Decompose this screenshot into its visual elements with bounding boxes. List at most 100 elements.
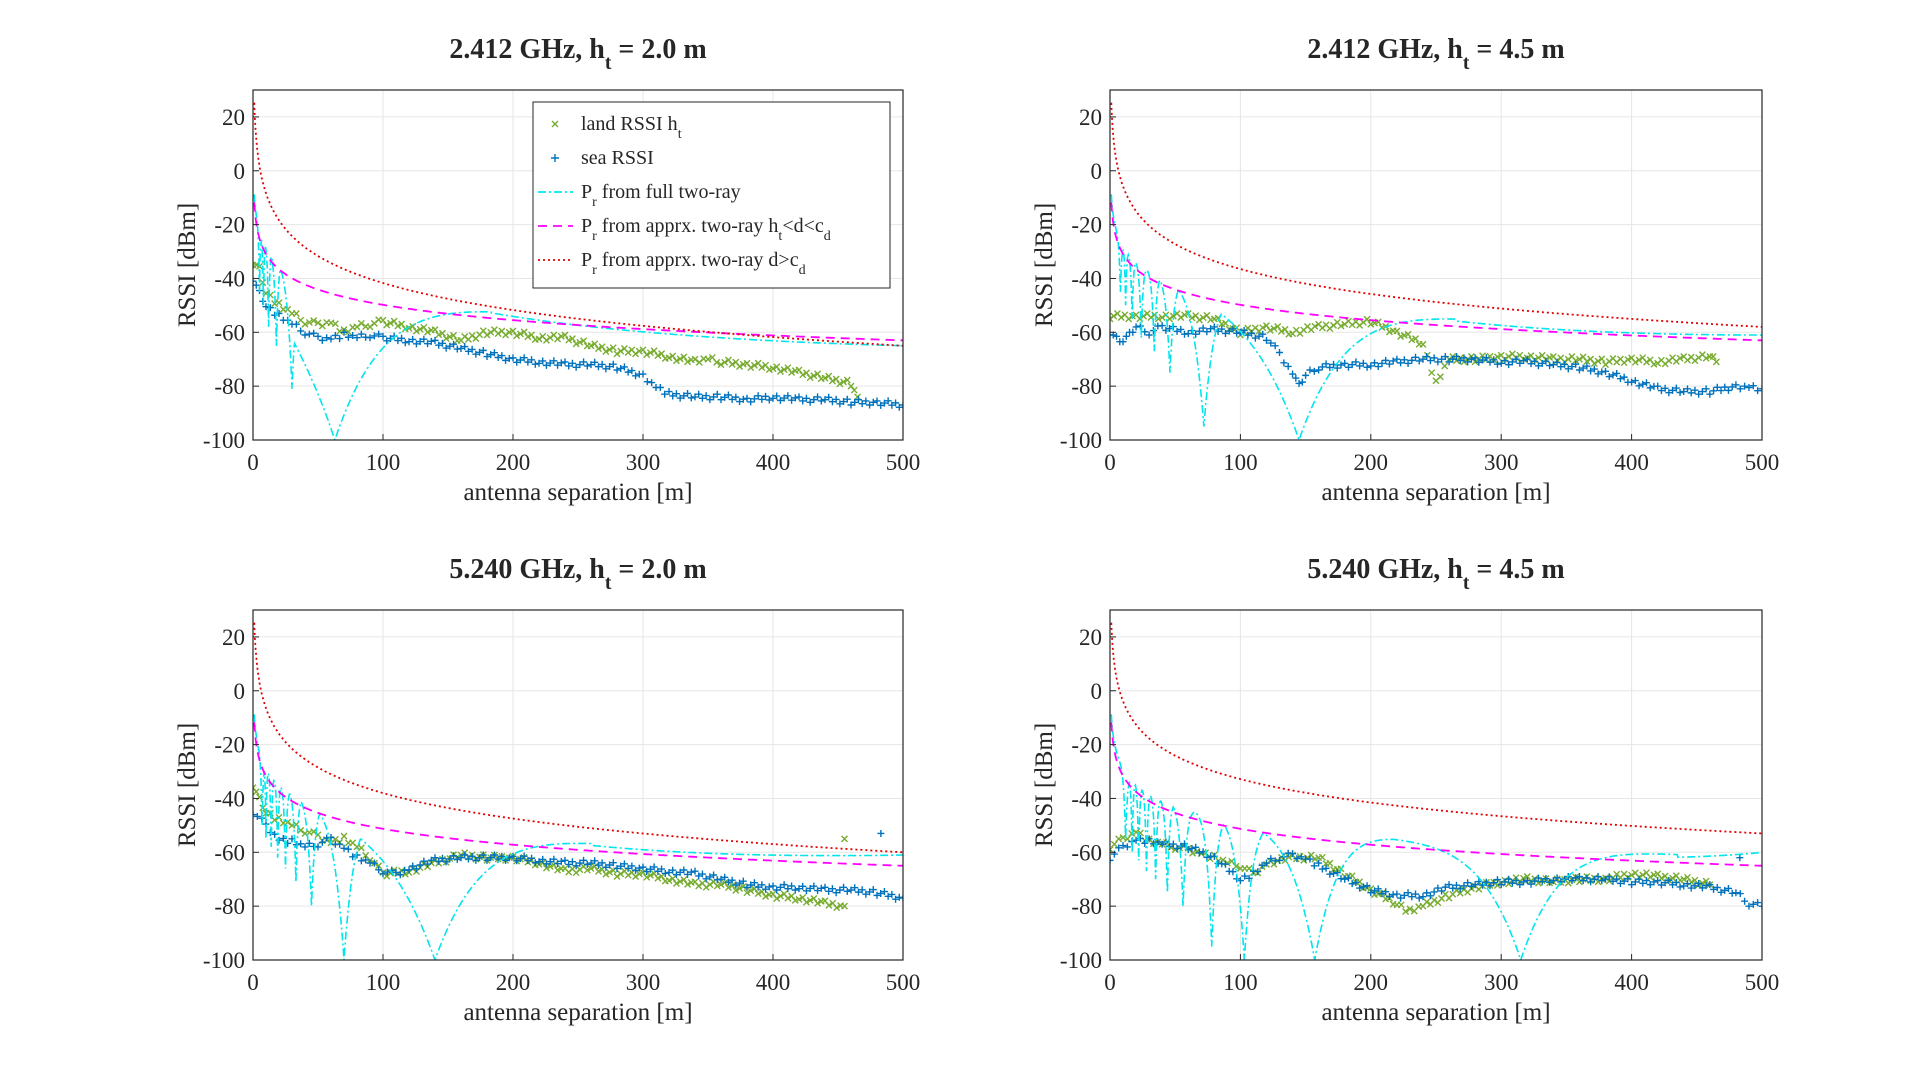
sea-point bbox=[1538, 878, 1546, 886]
sea-point bbox=[1240, 326, 1248, 334]
sea-point bbox=[1222, 329, 1229, 337]
x-tick-label: 0 bbox=[1104, 450, 1116, 475]
land-point bbox=[483, 331, 491, 339]
sea-point bbox=[1501, 878, 1509, 886]
sea-point bbox=[1493, 876, 1501, 884]
x-tick-label: 400 bbox=[1614, 450, 1649, 475]
land-point bbox=[754, 890, 762, 898]
sea-point bbox=[650, 863, 658, 871]
sea-point bbox=[1330, 869, 1338, 877]
sea-point bbox=[877, 401, 885, 409]
sea-point bbox=[349, 331, 357, 339]
sea-point bbox=[457, 854, 465, 862]
land-point bbox=[684, 880, 692, 888]
sea-point bbox=[1758, 902, 1762, 910]
land-point bbox=[658, 872, 666, 880]
x-tick-label: 400 bbox=[756, 970, 791, 995]
land-point bbox=[580, 337, 588, 345]
y-tick-label: -100 bbox=[203, 948, 245, 973]
sea-point bbox=[1542, 357, 1550, 365]
sea-point bbox=[1695, 879, 1703, 887]
sea-point bbox=[565, 362, 573, 370]
approx-two-ray-near-line bbox=[1110, 202, 1762, 342]
sea-point bbox=[702, 875, 710, 883]
sea-point bbox=[310, 329, 318, 337]
sea-point bbox=[1352, 879, 1360, 886]
sea-point bbox=[1141, 839, 1149, 847]
land-point bbox=[1356, 878, 1364, 886]
sea-point bbox=[1430, 888, 1438, 896]
sea-point bbox=[1706, 390, 1714, 398]
sea-point bbox=[1587, 367, 1595, 375]
land-point bbox=[1110, 315, 1114, 323]
sea-point bbox=[379, 870, 387, 878]
sea-point bbox=[1315, 366, 1323, 374]
land-point bbox=[1125, 315, 1133, 323]
sea-point bbox=[1497, 881, 1505, 889]
sea-point bbox=[297, 840, 305, 848]
approx-two-ray-far-line bbox=[1110, 622, 1762, 835]
land-point bbox=[591, 340, 599, 348]
sea-point bbox=[487, 351, 495, 359]
land-point bbox=[758, 364, 766, 371]
sea-point bbox=[416, 861, 424, 869]
sea-point bbox=[758, 395, 766, 403]
land-point bbox=[1337, 322, 1345, 330]
plot-content bbox=[253, 622, 903, 960]
sea-point bbox=[661, 390, 669, 398]
sea-point bbox=[464, 347, 472, 355]
sea-point bbox=[654, 867, 662, 875]
sea-point bbox=[1654, 382, 1662, 390]
sea-point bbox=[479, 851, 487, 859]
sea-point bbox=[1333, 364, 1341, 372]
sea-point bbox=[1464, 358, 1472, 366]
land-point bbox=[1423, 898, 1431, 906]
land-point bbox=[379, 316, 387, 324]
sea-point bbox=[884, 892, 892, 900]
sea-point bbox=[1631, 878, 1639, 886]
sea-point bbox=[691, 393, 699, 401]
sea-point bbox=[1426, 892, 1434, 900]
land-point bbox=[750, 361, 758, 369]
sea-point bbox=[628, 367, 636, 375]
sea-point bbox=[1602, 367, 1610, 375]
y-axis-label: RSSI [dBm] bbox=[174, 723, 201, 847]
land-point bbox=[717, 881, 725, 889]
sea-point bbox=[1452, 353, 1460, 361]
sea-point bbox=[357, 857, 365, 865]
land-point bbox=[1436, 373, 1444, 381]
sea-point bbox=[1672, 384, 1680, 392]
sea-point bbox=[1669, 386, 1677, 394]
y-tick-label: -40 bbox=[214, 266, 245, 291]
sea-point bbox=[606, 861, 614, 869]
land-point bbox=[617, 870, 625, 878]
sea-point bbox=[1464, 879, 1472, 887]
sea-point bbox=[1393, 890, 1401, 898]
sea-point bbox=[375, 330, 383, 338]
land-point bbox=[561, 331, 569, 339]
sea-point bbox=[1293, 855, 1301, 863]
sea-point bbox=[1445, 881, 1453, 889]
sea-point bbox=[1158, 322, 1166, 330]
sea-point bbox=[327, 335, 335, 343]
sea-point bbox=[1683, 880, 1691, 888]
sea-point bbox=[632, 372, 640, 380]
sea-point bbox=[531, 859, 539, 867]
x-tick-label: 100 bbox=[366, 450, 401, 475]
y-tick-label: -40 bbox=[214, 786, 245, 811]
sea-point bbox=[747, 881, 755, 889]
sea-point bbox=[476, 854, 484, 862]
sea-point bbox=[1423, 889, 1431, 897]
sea-point bbox=[1471, 354, 1479, 362]
sea-point bbox=[802, 394, 810, 402]
sea-point bbox=[799, 882, 807, 890]
x-tick-label: 500 bbox=[1745, 450, 1780, 475]
sea-point bbox=[617, 364, 625, 372]
sea-point bbox=[1657, 881, 1665, 889]
sea-point bbox=[628, 862, 636, 870]
sea-point bbox=[1244, 331, 1252, 339]
sea-point bbox=[1724, 386, 1732, 394]
sea-point bbox=[780, 881, 788, 889]
land-point bbox=[1598, 355, 1606, 363]
chart-title: 2.412 GHz, ht = 4.5 m bbox=[1307, 34, 1564, 74]
